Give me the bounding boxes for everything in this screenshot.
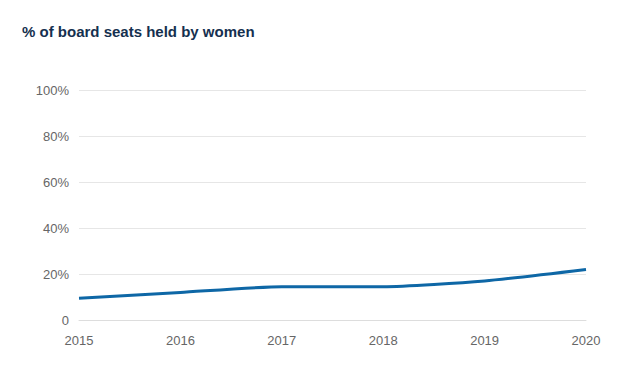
svg-text:2016: 2016: [166, 333, 195, 348]
svg-text:20%: 20%: [43, 267, 69, 282]
svg-text:2019: 2019: [470, 333, 499, 348]
svg-text:2015: 2015: [65, 333, 94, 348]
svg-text:2020: 2020: [572, 333, 601, 348]
svg-text:2017: 2017: [267, 333, 296, 348]
svg-text:% of board seats held by women: % of board seats held by women: [22, 23, 255, 40]
svg-text:60%: 60%: [43, 175, 69, 190]
svg-text:100%: 100%: [36, 83, 70, 98]
svg-text:0: 0: [62, 313, 69, 328]
svg-text:2018: 2018: [369, 333, 398, 348]
svg-text:40%: 40%: [43, 221, 69, 236]
svg-text:80%: 80%: [43, 129, 69, 144]
